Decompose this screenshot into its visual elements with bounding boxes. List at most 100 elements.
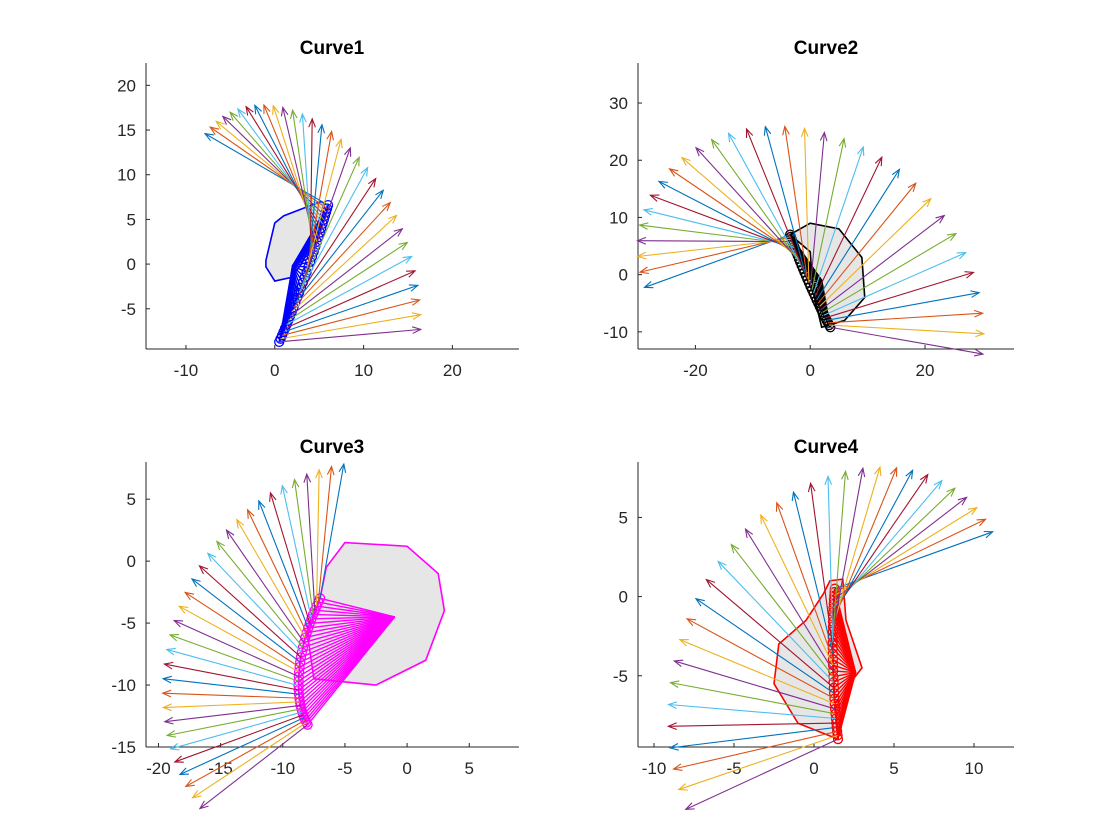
trail-path [297,597,321,726]
vector-arrow [649,194,796,251]
vector-arrow [215,540,304,648]
x-tick-label: 20 [916,361,935,380]
y-tick-label: 0 [127,255,136,274]
vector-arrow [678,639,835,705]
plot-area [293,541,446,730]
vector-arrow [294,189,385,303]
link-line [316,605,395,618]
link-line [833,671,856,678]
x-tick-label: -20 [146,759,171,778]
trail-circle [306,613,317,624]
vector-arrow [191,722,307,799]
panel-curve4: Curve4 -10 -5 0 5 10 -5 0 5 [613,437,1014,810]
vector-arrow [165,647,299,687]
vector-arrow [807,481,834,649]
x-tick-label: 5 [465,759,474,778]
link-line [307,616,396,726]
x-tick-label: 0 [270,361,279,380]
x-tick-label: 0 [402,759,411,778]
vector-arrow [161,701,300,712]
vector-arrow [666,722,837,730]
vector-arrow [280,312,423,340]
vector-arrow [813,145,865,294]
vector-arrow [291,477,314,615]
x-tick-label: 10 [354,361,373,380]
y-tick-label: 10 [609,208,628,227]
y-tick-label: -5 [121,614,136,633]
vector-arrow [817,182,917,304]
vector-arrow [298,166,369,294]
x-tick-label: -20 [683,361,708,380]
vector-arrow [269,491,311,624]
y-tick-label: -10 [603,323,628,342]
panel-curve1: Curve1 -10 0 10 20 -5 0 5 10 15 20 [117,38,519,380]
y-tick-label: 10 [117,166,136,185]
vector-arrow [178,717,305,776]
vector-arrow [832,473,929,613]
vector-arrow [168,634,299,682]
link-line [278,265,294,342]
vector-arrow [302,146,352,283]
vector-arrow [782,125,808,280]
x-tick-label: -5 [337,759,352,778]
vector-arrow [822,232,958,313]
vector-arrow [819,197,932,307]
vector-arrow [161,689,300,699]
trail-circle [308,246,319,257]
y-tick-label: -5 [121,300,136,319]
vector-arrow [184,719,306,788]
vector-arrow [283,284,420,333]
vector-arrow [832,469,849,638]
vector-arrow [832,466,866,632]
vector-arrow [286,255,413,325]
vector-arrow [280,484,312,619]
y-tick-label: 0 [619,588,628,607]
vector-arrow [677,734,838,791]
y-tick-label: -5 [613,667,628,686]
vector-arrow [710,138,803,266]
vector-arrow [705,578,835,689]
vector-arrow [296,177,377,299]
vector-arrow [820,214,946,310]
vector-arrow [827,309,985,324]
vector-arrow [763,125,807,276]
vector-arrow [730,543,834,677]
x-tick-label: -10 [270,759,295,778]
vector-arrow [717,560,834,683]
x-tick-label: 5 [889,759,898,778]
x-tick-label: 20 [443,361,462,380]
vector-arrow [198,724,308,810]
vector-arrow [225,528,305,643]
link-line [314,609,395,618]
x-tick-label: 0 [805,361,814,380]
trail-path [831,588,839,740]
vector-arrow [163,704,301,725]
chart-title: Curve1 [300,38,365,59]
vector-arrow [816,168,901,301]
vector-arrow [165,708,302,738]
vector-arrow [162,661,299,691]
vector-arrow [198,564,302,658]
trail-circle [307,609,319,620]
vector-arrow [281,298,422,336]
vector-arrow [833,479,943,609]
vector-arrow [206,552,303,653]
vector-arrow [745,127,805,273]
link-line [302,616,395,649]
vector-arrow [727,132,804,270]
y-tick-label: 15 [117,121,136,140]
vector-arrow [760,513,834,666]
vector-arrow [636,238,792,260]
vector-arrow [672,730,838,771]
vector-arrow [287,241,409,321]
vector-arrow [161,675,300,695]
link-line [309,616,395,625]
panel-curve2: Curve2 -20 0 20 -10 0 10 20 30 [603,38,1014,380]
vector-arrow [832,468,914,618]
vector-arrow [246,508,308,633]
vector-arrow [190,578,301,663]
trail-circle [288,302,299,313]
vector-arrow [236,518,306,638]
vector-arrow [293,201,392,308]
